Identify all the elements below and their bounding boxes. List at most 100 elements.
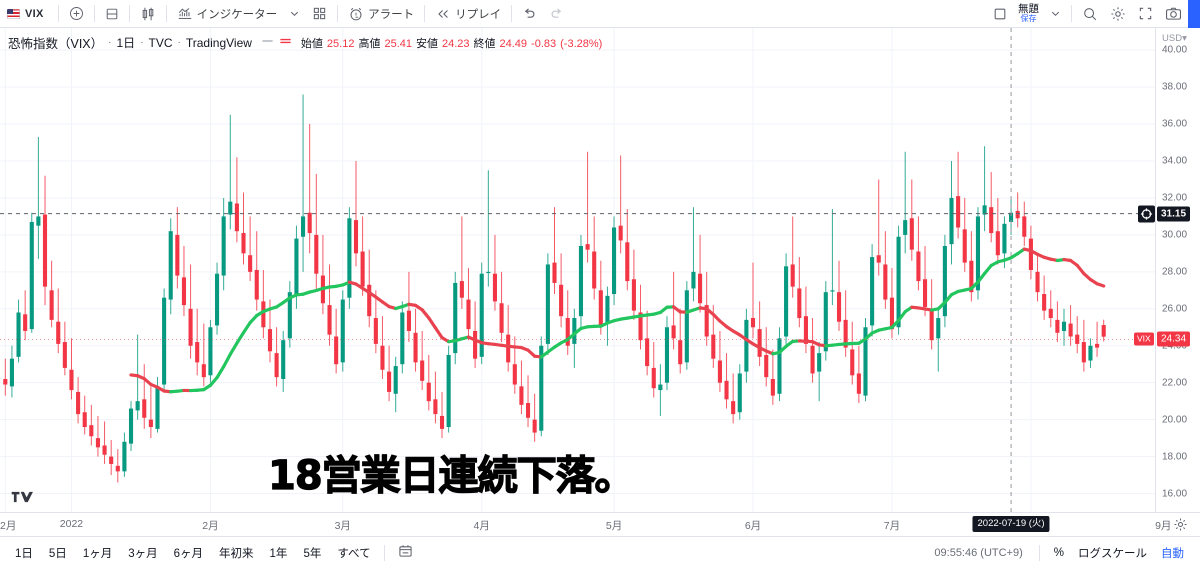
range-button[interactable]: 5日 [48, 547, 67, 560]
unit-caret-icon: ▾ [1182, 33, 1187, 44]
time-tick: 4月 [473, 520, 490, 532]
log-scale-button[interactable]: ログスケール [1078, 547, 1147, 560]
time-tick: 5月 [605, 520, 623, 532]
price-tick: 22.00 [1162, 377, 1188, 389]
save-dropdown[interactable] [1044, 3, 1067, 25]
fullscreen-icon [1138, 6, 1153, 21]
series-settings-icon[interactable] [279, 36, 292, 49]
time-axis-settings-button[interactable] [1173, 517, 1188, 537]
divider [337, 5, 339, 22]
toolbar-right-group: 無題 保存 [987, 0, 1200, 28]
tradingview-watermark-icon [11, 491, 33, 503]
clock-label: 09:55:46 (UTC+9) [934, 546, 1023, 559]
time-tick: 12月 [0, 520, 17, 532]
legend-interval[interactable]: 1日 [116, 36, 136, 50]
goto-date-button[interactable] [391, 541, 420, 564]
range-button[interactable]: 1ヶ月 [82, 547, 113, 560]
low-value: 24.23 [441, 37, 470, 50]
chart-canvas[interactable] [0, 28, 1155, 512]
range-button[interactable]: 6ヶ月 [173, 547, 204, 560]
right-panel-accent[interactable] [1188, 0, 1200, 28]
divider [511, 5, 513, 22]
low-label: 安値 [415, 37, 438, 50]
range-button[interactable]: 5年 [303, 547, 322, 560]
layout-square-icon [993, 7, 1007, 21]
legend-source: TradingView [185, 35, 252, 50]
templates-button[interactable] [306, 3, 333, 25]
settings-button[interactable] [1104, 3, 1132, 25]
time-tick: 7月 [883, 520, 901, 532]
hide-series-icon[interactable] [261, 36, 274, 49]
time-axis[interactable]: 12月20222月3月4月5月6月7月8月9月10月11月2022-07-19 … [0, 512, 1200, 536]
time-tick: 6月 [744, 520, 762, 532]
time-tick: 3月 [334, 520, 351, 532]
time-tick: 9月 [1155, 520, 1172, 532]
indicators-button[interactable]: インジケーター [171, 3, 284, 25]
high-value: 25.41 [384, 37, 412, 50]
range-button[interactable]: 1年 [269, 547, 288, 560]
divider [128, 5, 130, 22]
interval-button[interactable] [99, 3, 125, 25]
crosshair-target-icon [1138, 205, 1155, 223]
layout-title: 無題 [1018, 3, 1039, 16]
replay-label: リプレイ [455, 8, 502, 21]
legend-symbol-title[interactable]: 恐怖指数（VIX） [8, 37, 104, 51]
redo-arrow-icon [549, 7, 564, 21]
alarm-clock-icon [348, 6, 364, 22]
legend-sep: · [177, 37, 181, 48]
price-tick: 20.00 [1162, 414, 1188, 426]
replay-button[interactable]: リプレイ [429, 3, 507, 25]
price-axis-unit[interactable]: USD▾ [1162, 33, 1187, 44]
auto-scale-button[interactable]: 自動 [1161, 547, 1184, 560]
divider [424, 5, 426, 22]
calendar-icon [398, 545, 412, 557]
legend-ohlc: 始値 25.12 高値 25.41 安値 24.23 終値 24.49 -0.83 (-… [301, 35, 602, 51]
save-layout-button[interactable]: 無題 保存 [1013, 4, 1044, 23]
redo-button[interactable] [543, 3, 570, 25]
indicators-dropdown[interactable] [283, 3, 306, 25]
close-label: 終値 [473, 37, 496, 50]
price-axis[interactable]: USD▾ 40.00 38.00 36.00 34.00 32.00 30.00 28.00… [1134, 28, 1200, 512]
close-value: 24.49 [499, 37, 528, 50]
fullscreen-button[interactable] [1132, 3, 1159, 25]
replay-rewind-icon [435, 7, 451, 21]
add-symbol-button[interactable] [63, 3, 90, 25]
layout-button[interactable] [987, 3, 1013, 25]
snapshot-button[interactable] [1159, 3, 1188, 25]
price-tick: 38.00 [1162, 81, 1188, 93]
time-tick: 2022 [59, 518, 84, 530]
range-button[interactable]: すべて [337, 547, 371, 560]
change-value: -0.83 [531, 37, 557, 50]
price-tick: 32.00 [1162, 192, 1188, 204]
price-tick: 16.00 [1162, 488, 1188, 500]
time-tick: 2月 [202, 520, 219, 532]
symbol-button[interactable]: VIX [0, 0, 54, 27]
symbol-label: VIX [25, 7, 44, 20]
calendar-day-icon [105, 7, 119, 21]
undo-button[interactable] [516, 3, 543, 25]
alert-label: アラート [368, 8, 415, 21]
divider [57, 5, 59, 22]
legend-sep: · [140, 37, 144, 48]
range-button[interactable]: 3ヶ月 [128, 547, 158, 560]
crosshair-date-badge: 2022-07-19 (火) [972, 516, 1050, 532]
indicators-icon [177, 6, 193, 22]
range-button[interactable]: 年初来 [219, 547, 254, 560]
price-tick: 30.00 [1162, 229, 1188, 241]
range-button[interactable]: 1日 [15, 547, 33, 560]
chart-type-button[interactable] [134, 3, 162, 25]
percent-scale-button[interactable]: % [1053, 546, 1064, 559]
range-button-group: 1日 5日 1ヶ月 3ヶ月 6ヶ月 年初来 1年 5年 すべて [0, 542, 378, 564]
price-tick: 34.00 [1162, 155, 1188, 167]
grid-squares-icon [312, 6, 327, 21]
alert-button[interactable]: アラート [342, 3, 420, 25]
series-ticker-tag: VIX [1134, 332, 1154, 346]
price-tick: 18.00 [1162, 451, 1188, 463]
plus-circle-icon [69, 6, 84, 21]
open-label: 始値 [300, 37, 323, 50]
price-tick: 28.00 [1162, 266, 1188, 278]
legend-actions[interactable] [261, 36, 292, 49]
camera-icon [1165, 6, 1182, 21]
search-button[interactable] [1076, 3, 1104, 25]
divider [165, 5, 167, 22]
